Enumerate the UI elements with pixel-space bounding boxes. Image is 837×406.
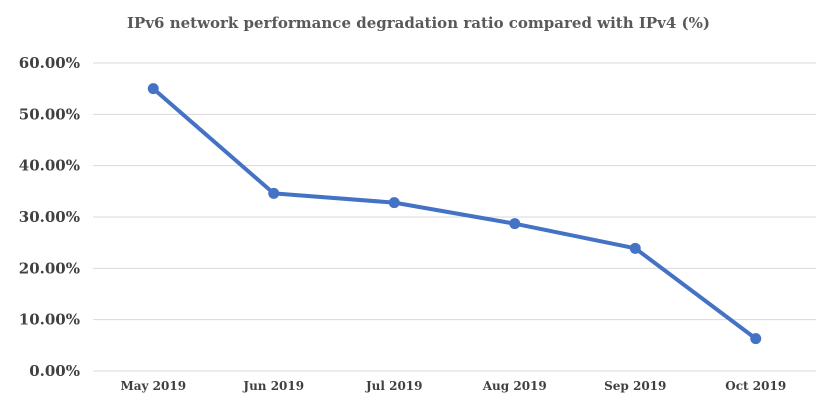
x-tick-label: Jul 2019 [365,379,423,393]
series-line [151,86,758,341]
y-tick-label: 20.00% [19,259,80,277]
data-point [509,218,521,230]
y-tick-label: 10.00% [19,311,80,329]
data-point [629,242,641,254]
x-tick-label: Sep 2019 [604,379,666,393]
series-group [147,83,762,345]
y-tick-label: 60.00% [19,54,80,72]
chart-title: IPv6 network performance degradation rat… [127,14,710,32]
y-tick-label: 50.00% [19,105,80,123]
x-tick-label: Jun 2019 [242,379,304,393]
data-point [268,187,280,199]
data-point [147,83,159,95]
y-tick-label: 0.00% [29,362,80,380]
x-tick-labels: May 2019 Jun 2019 Jul 2019 Aug 2019 Sep 2019… [120,379,786,393]
y-tick-labels: 0.00% 10.00% 20.00% 30.00% 40.00% 50.00% 60.00… [19,54,80,380]
x-tick-label: Oct 2019 [725,379,786,393]
x-tick-label: May 2019 [120,379,186,393]
data-point [388,197,400,209]
gridlines [93,62,816,372]
y-tick-label: 30.00% [19,208,80,226]
data-point [750,333,762,345]
x-tick-label: Aug 2019 [482,379,547,393]
y-tick-label: 40.00% [19,157,80,175]
